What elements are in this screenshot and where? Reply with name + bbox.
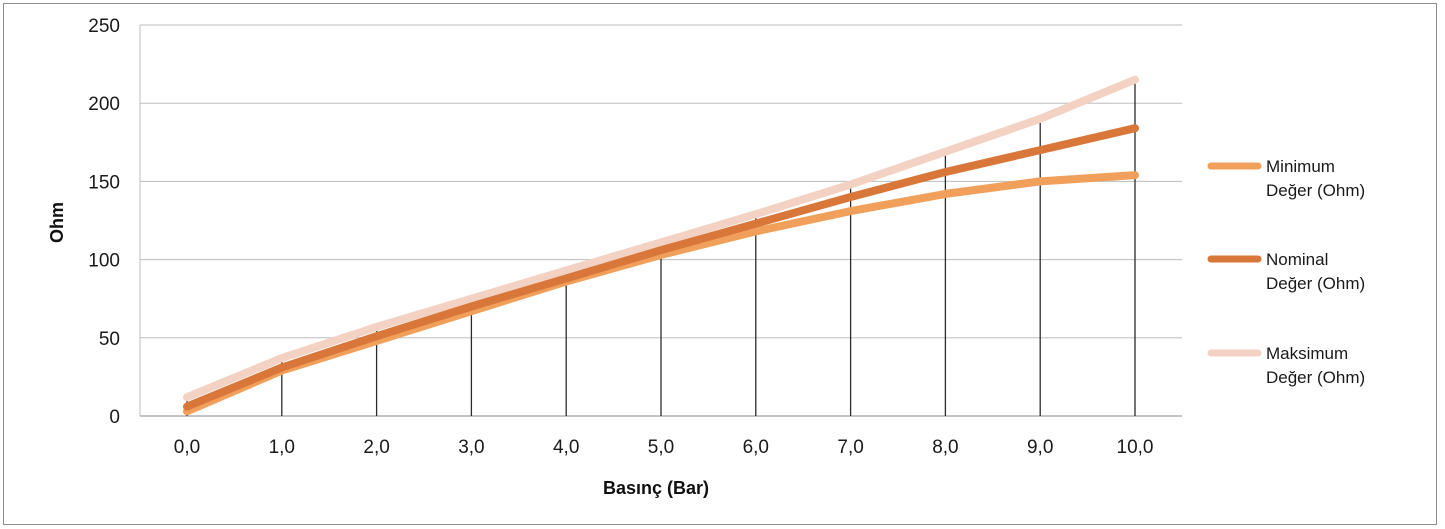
series-lines [183, 75, 1139, 416]
legend-label: Minimum [1266, 157, 1335, 176]
y-tick-label: 50 [99, 329, 120, 350]
series-line-nominal [183, 124, 1139, 411]
gridlines [139, 24, 1182, 417]
x-tick-label: 2,0 [363, 437, 389, 458]
x-tick-label: 1,0 [269, 437, 295, 458]
x-tick-label: 10,0 [1117, 437, 1154, 458]
x-tick-label: 5,0 [648, 437, 674, 458]
legend-label: Değer (Ohm) [1266, 368, 1365, 387]
x-tick-label: 3,0 [458, 437, 484, 458]
y-tick-label: 100 [88, 251, 120, 272]
x-tick-label: 4,0 [553, 437, 579, 458]
x-tick-label: 9,0 [1027, 437, 1053, 458]
y-axis-title: Ohm [47, 202, 67, 243]
x-axis-title: Basınç (Bar) [603, 478, 709, 498]
y-tick-label: 0 [109, 407, 120, 428]
y-axis-ticks: 0 50 100 150 200 250 [88, 16, 120, 428]
y-tick-label: 150 [88, 172, 120, 193]
x-axis-ticks: 0,0 1,0 2,0 3,0 4,0 5,0 6,0 7,0 8,0 9,0 10,0 [174, 437, 1154, 458]
series-line-maximum [183, 75, 1139, 402]
y-tick-label: 200 [88, 94, 120, 115]
legend-label: Maksimum [1266, 344, 1348, 363]
x-tick-label: 8,0 [932, 437, 958, 458]
x-tick-label: 6,0 [743, 437, 769, 458]
legend-label: Değer (Ohm) [1266, 274, 1365, 293]
legend-label: Nominal [1266, 250, 1328, 269]
x-tick-label: 7,0 [837, 437, 863, 458]
legend-label: Değer (Ohm) [1266, 181, 1365, 200]
x-tick-label: 0,0 [174, 437, 200, 458]
y-tick-label: 250 [88, 16, 120, 37]
chart-frame [3, 3, 1437, 525]
legend: Minimum Değer (Ohm) Nominal Değer (Ohm) Maks… [1207, 157, 1365, 387]
